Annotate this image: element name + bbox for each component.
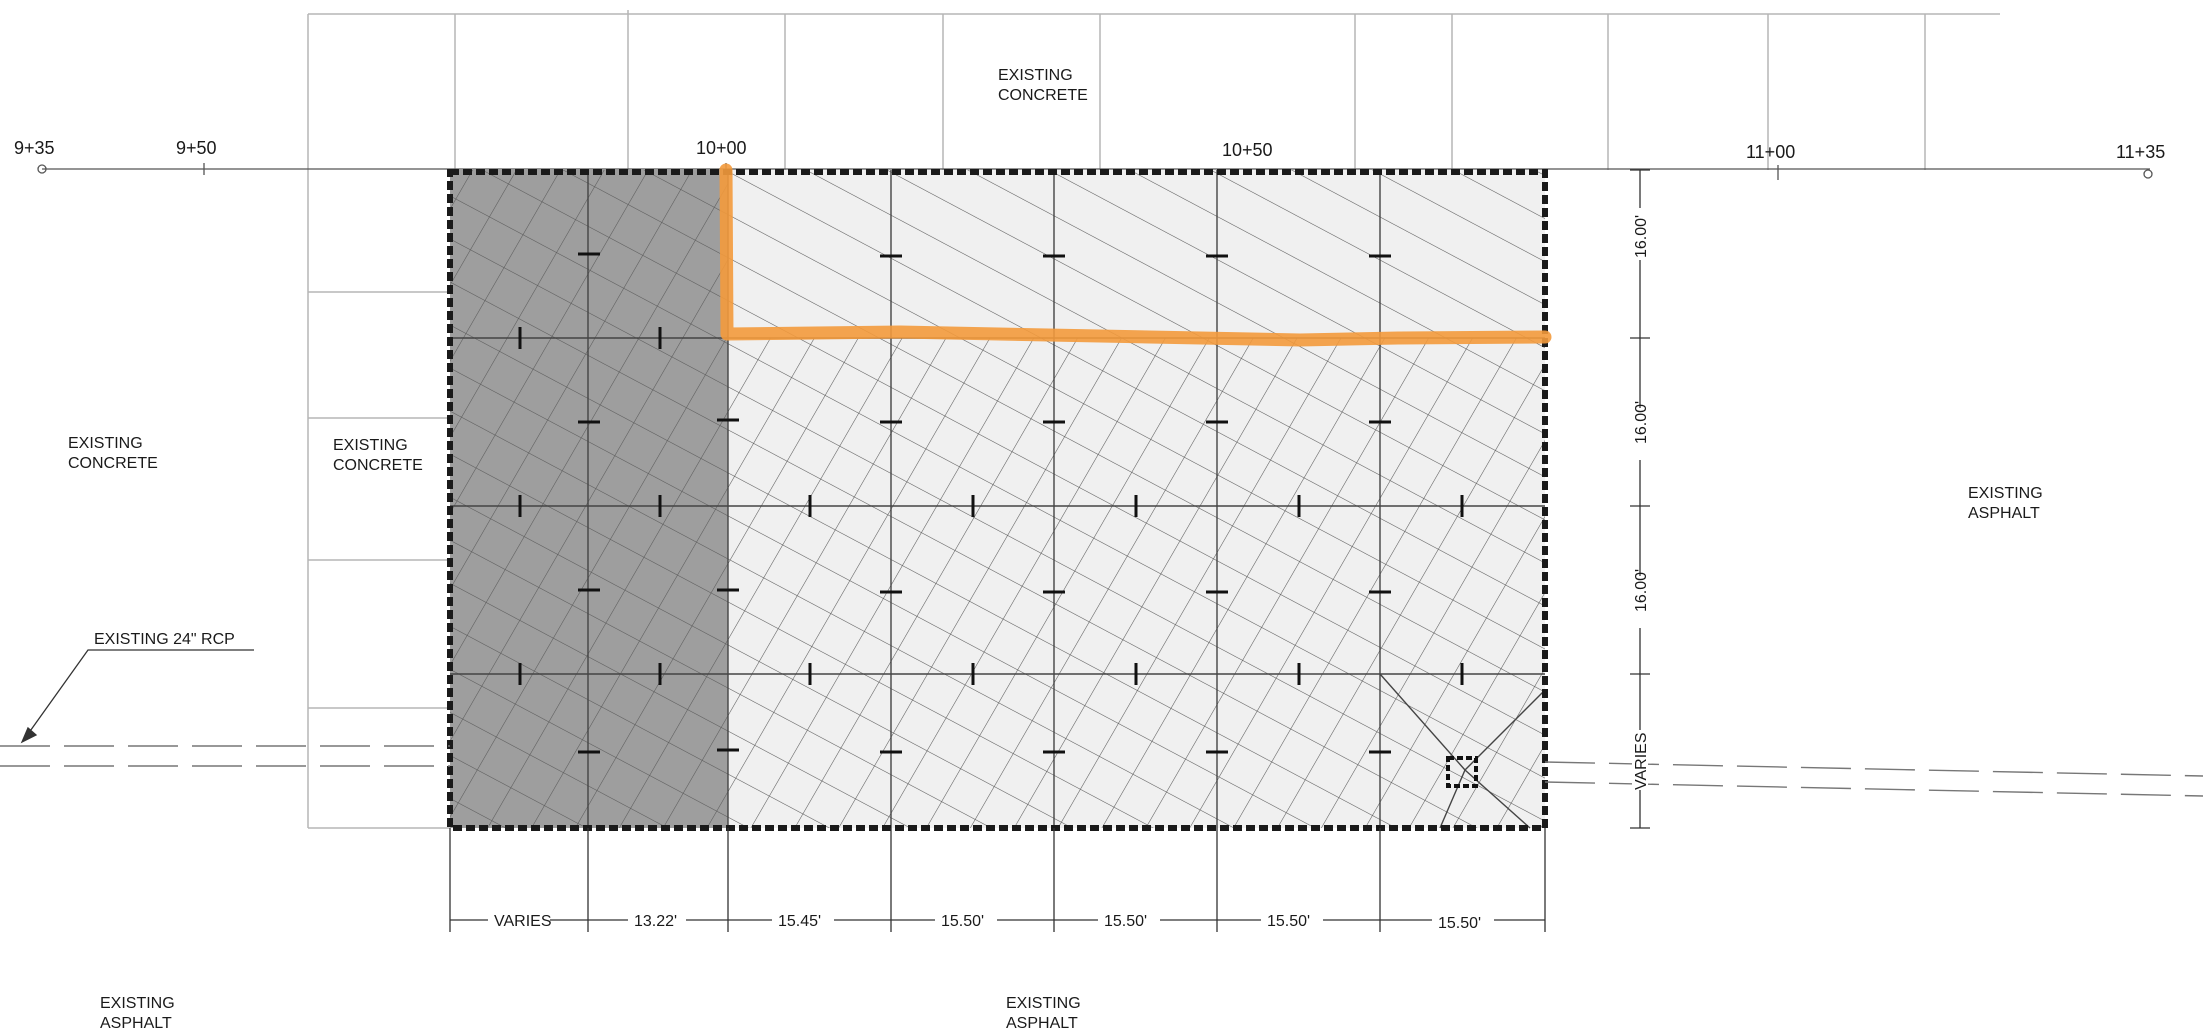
dimension-label: 15.50' [1438, 915, 1481, 932]
area-label: EXISTING [998, 67, 1073, 84]
station-label: 10+50 [1222, 140, 1273, 160]
area-label: EXISTING [100, 995, 175, 1012]
bottom-dimension-line [450, 828, 1545, 932]
dimension-label: 15.50' [1104, 913, 1147, 930]
area-label: CONCRETE [998, 87, 1088, 104]
dimension-label: 16.00' [1633, 569, 1650, 612]
station-label: 9+50 [176, 138, 217, 158]
bottom-dimension-labels: VARIES 13.22' 15.45' 15.50' 15.50' 15.50… [488, 910, 1494, 932]
station-label: 11+35 [2116, 142, 2165, 162]
station-label: 9+35 [14, 138, 55, 158]
area-label: ASPHALT [1006, 1015, 1078, 1032]
area-label: ASPHALT [1968, 505, 2040, 522]
area-label: EXISTING [1006, 995, 1081, 1012]
area-label: EXISTING [333, 437, 408, 454]
pipe-leader [22, 650, 254, 742]
area-label: EXISTING [68, 435, 143, 452]
station-label: 10+00 [696, 138, 747, 158]
dimension-label: 13.22' [634, 913, 677, 930]
pipe-label: EXISTING 24" RCP [94, 631, 235, 648]
station-label: 11+00 [1746, 142, 1795, 162]
right-dimension-line [1630, 170, 1650, 828]
area-label: CONCRETE [68, 455, 158, 472]
area-label: ASPHALT [100, 1015, 172, 1032]
dimension-label: 15.50' [941, 913, 984, 930]
area-label: CONCRETE [333, 457, 423, 474]
area-label: EXISTING [1968, 485, 2043, 502]
dimension-label: 15.45' [778, 913, 821, 930]
dimension-label: VARIES [494, 913, 552, 930]
dimension-label: 16.00' [1633, 401, 1650, 444]
right-dimension-labels: 16.00' 16.00' 16.00' VARIES [1632, 208, 1650, 790]
dimension-label: 16.00' [1633, 215, 1650, 258]
dimension-label: VARIES [1633, 733, 1650, 791]
dimension-label: 15.50' [1267, 913, 1310, 930]
station-labels: 9+35 9+50 10+00 10+50 11+00 11+35 [14, 138, 2165, 162]
hatch-pattern-b [450, 338, 1545, 828]
